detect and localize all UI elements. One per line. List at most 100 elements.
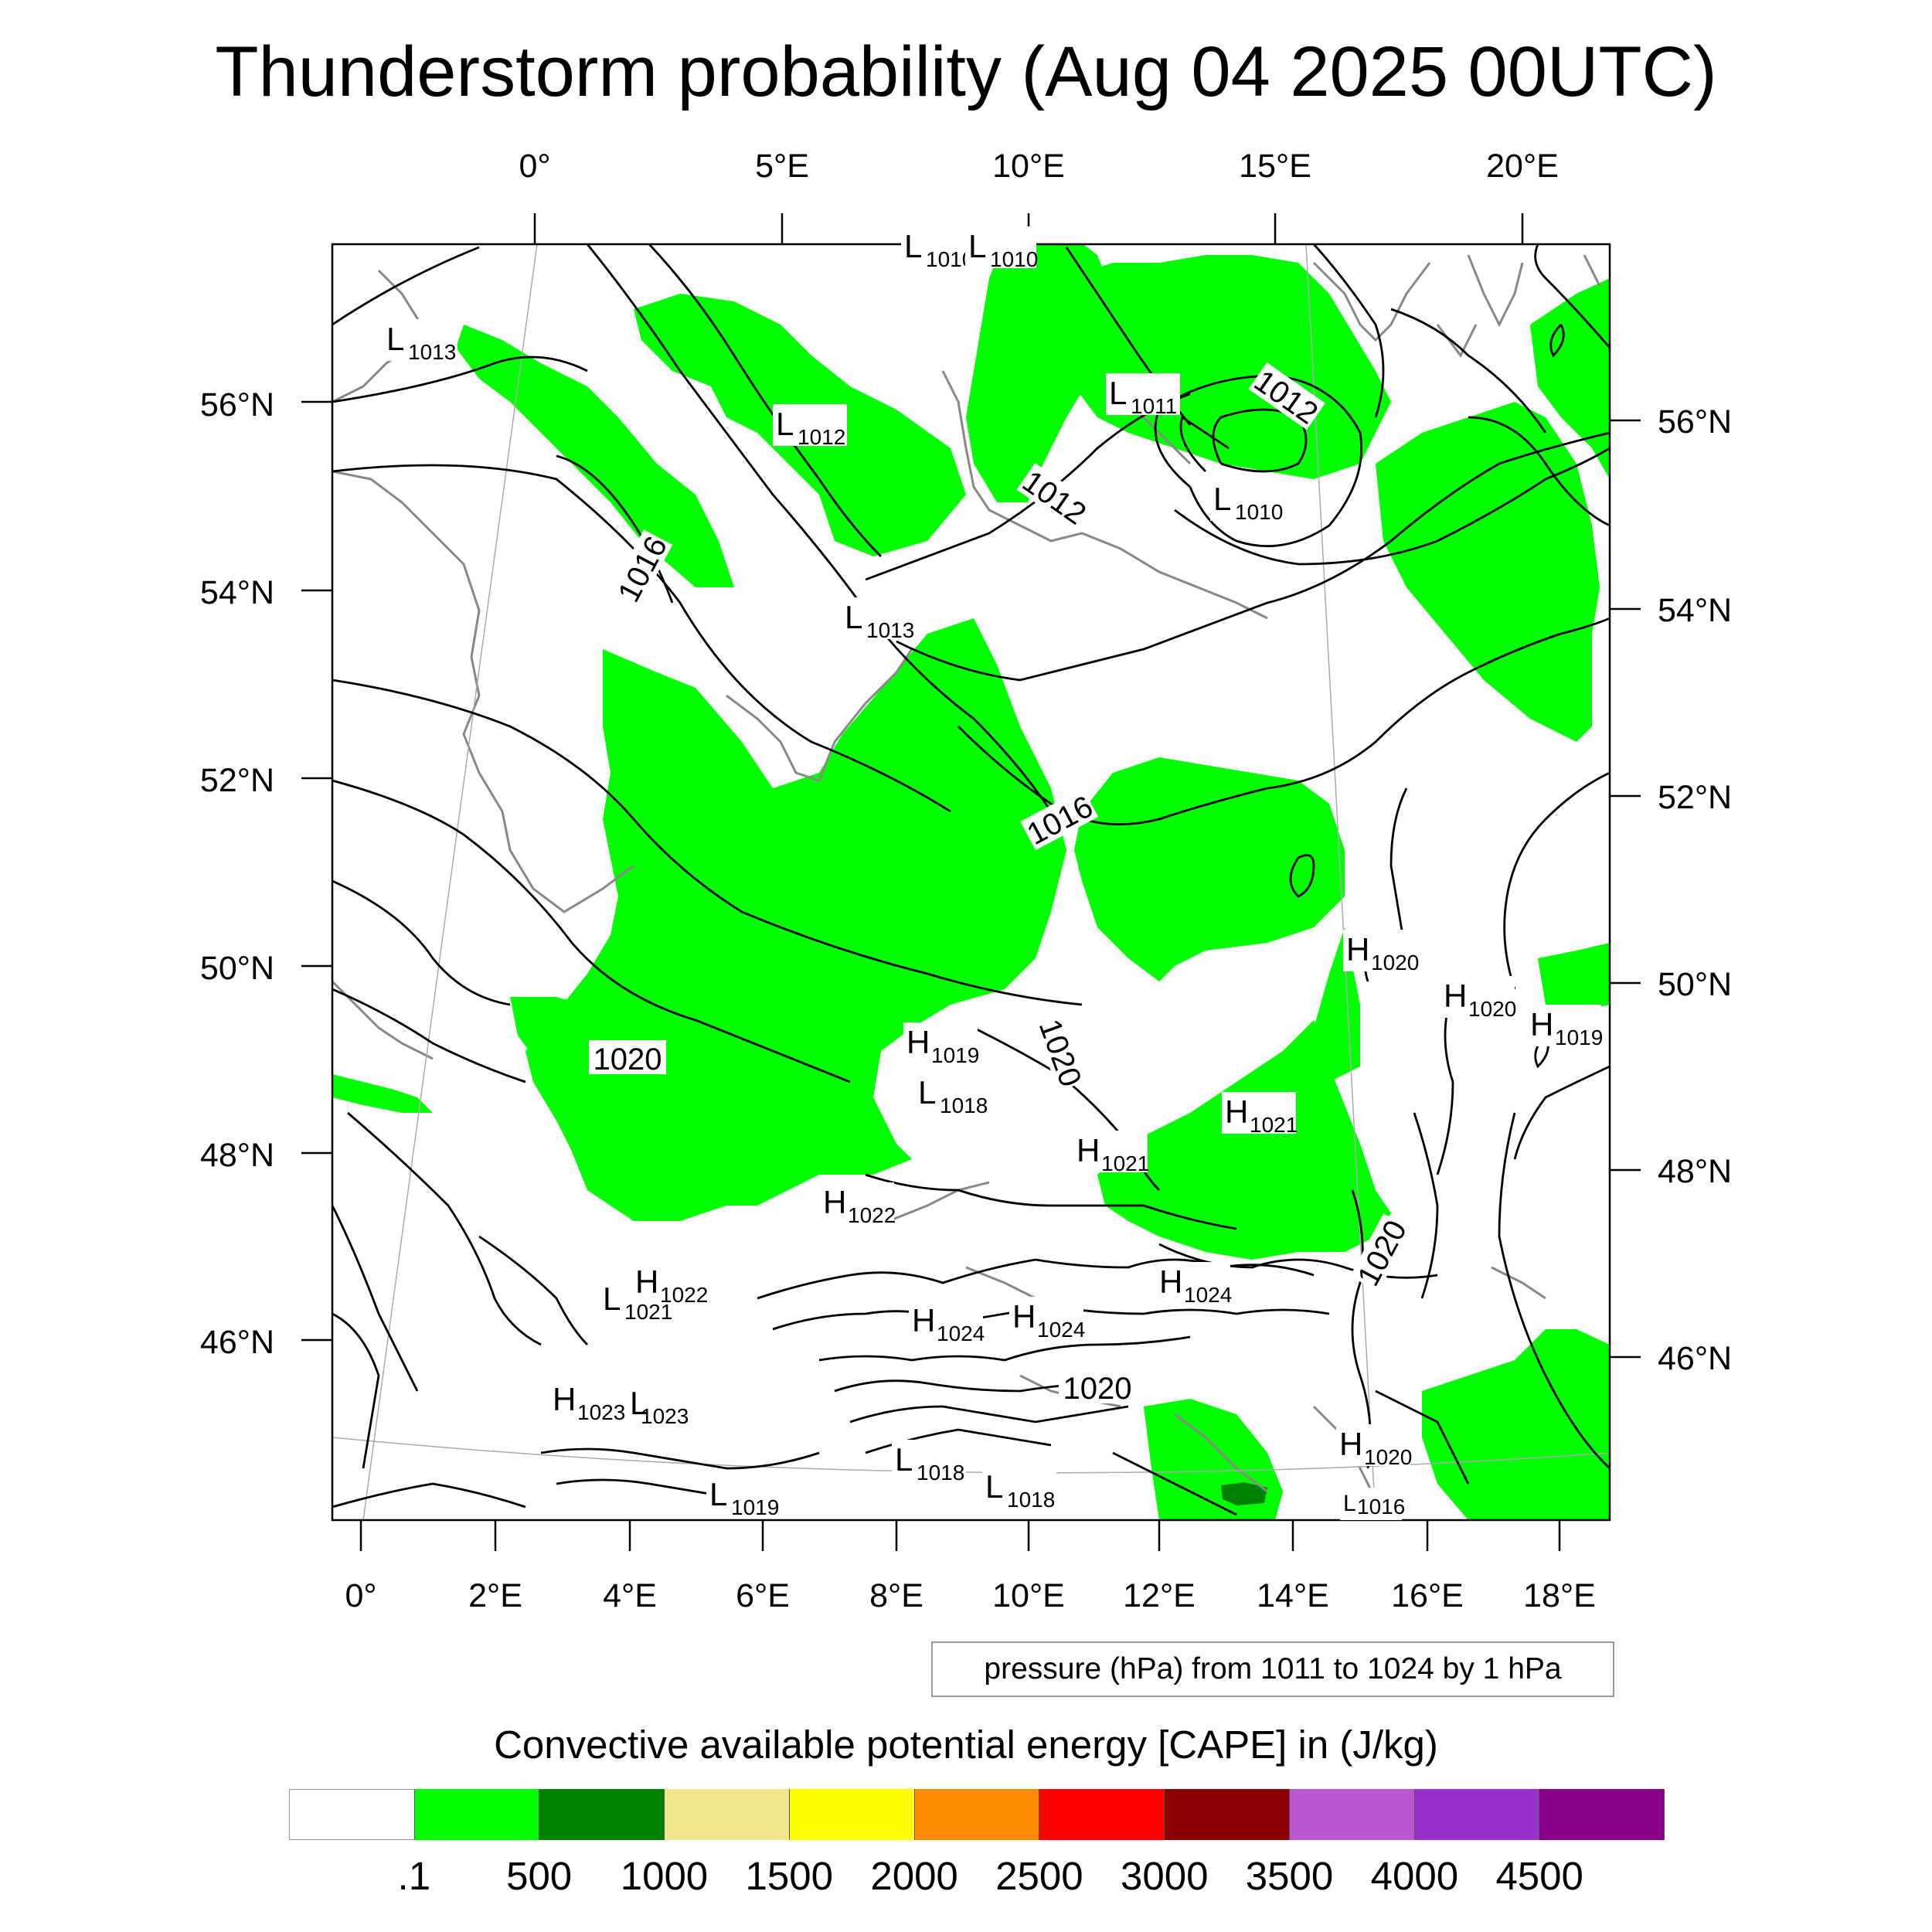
- pressure-center-value: 1018: [1007, 1488, 1055, 1512]
- bottom-lon-label: 18°E: [1523, 1577, 1596, 1614]
- colorbar-swatch: [1414, 1789, 1540, 1840]
- colorbar-swatch: [1539, 1789, 1665, 1840]
- pressure-center-value: 1020: [1371, 951, 1419, 975]
- pressure-center-value: 1023: [641, 1404, 689, 1428]
- pressure-center-type: L: [904, 228, 922, 264]
- bottom-lon-label: 4°E: [603, 1577, 657, 1614]
- pressure-center-type: L: [1109, 375, 1127, 411]
- colorbar-swatch: [539, 1789, 665, 1840]
- pressure-center-type: H: [1012, 1298, 1036, 1335]
- colorbar-tick-label: 500: [506, 1854, 573, 1898]
- isobar-label: 1020: [594, 1043, 662, 1077]
- left-lat-label: 50°N: [199, 950, 274, 987]
- cape-area-high: [1221, 1482, 1267, 1505]
- pressure-center-value: 1021: [1250, 1113, 1298, 1137]
- pressure-center-type: H: [912, 1302, 935, 1338]
- pressure-center-type: H: [1159, 1264, 1182, 1300]
- pressure-center-type: L: [386, 321, 404, 357]
- cape-area-channel: [332, 1074, 433, 1113]
- isobar-label: 1020: [1032, 1015, 1088, 1091]
- pressure-center-value: 1010: [990, 247, 1038, 271]
- colorbar-tick-label: 1000: [620, 1854, 709, 1898]
- colorbar-tick-label: 4000: [1370, 1854, 1459, 1898]
- pressure-center-value: 1016: [1357, 1495, 1405, 1519]
- bottom-lon-label: 8°E: [869, 1577, 923, 1614]
- pressure-center-type: L: [845, 599, 862, 635]
- pressure-center-value: 1018: [940, 1094, 988, 1117]
- pressure-center-type: L: [1213, 481, 1231, 517]
- pressure-center-type: H: [823, 1184, 846, 1220]
- left-lat-label: 48°N: [199, 1137, 274, 1174]
- cape-area-baltic: [1066, 255, 1391, 479]
- pressure-center-value: 1020: [1364, 1445, 1412, 1469]
- top-lon-label: 20°E: [1486, 148, 1559, 185]
- top-lon-label: 10°E: [992, 148, 1065, 185]
- colorbar-tick-label: 3000: [1120, 1854, 1209, 1898]
- colorbar-tick-label: 2000: [870, 1854, 958, 1898]
- pressure-center-type: H: [1225, 1094, 1248, 1130]
- pressure-center-type: H: [1346, 931, 1369, 968]
- pressure-center-value: 1024: [1037, 1318, 1085, 1342]
- pressure-center-value: 1021: [624, 1300, 672, 1324]
- left-lat-label: 46°N: [199, 1324, 274, 1361]
- top-lon-label: 15°E: [1239, 148, 1311, 185]
- pressure-center-value: 1022: [848, 1203, 896, 1227]
- colorbar-tick-label: 4500: [1495, 1854, 1583, 1898]
- colorbar-tick-label: .1: [397, 1854, 431, 1898]
- bottom-lon-label: 0°: [345, 1577, 377, 1614]
- isobar-label: 1020: [1063, 1372, 1132, 1406]
- left-lat-label: 54°N: [199, 574, 274, 611]
- colorbar-tick-label: 3500: [1245, 1854, 1334, 1898]
- pressure-center-value: 1024: [937, 1321, 985, 1345]
- right-lat-label: 50°N: [1658, 966, 1733, 1003]
- bottom-lon-label: 10°E: [992, 1577, 1065, 1614]
- pressure-center-value: 1019: [931, 1043, 979, 1067]
- colorbar-title: Convective available potential energy [C…: [494, 1723, 1438, 1767]
- cape-area-baltic-east: [1530, 278, 1610, 479]
- isobars: [332, 244, 1610, 1516]
- pressure-center-type: L: [630, 1385, 648, 1421]
- colorbar-swatch: [289, 1789, 415, 1840]
- pressure-center-type: L: [1343, 1491, 1356, 1516]
- left-lat-label: 56°N: [199, 386, 274, 423]
- pressure-centers: L 1013 L 1010 L 1010 L 1012 L 1011 L 101…: [383, 226, 1603, 1520]
- pressure-center-value: 1020: [1468, 997, 1516, 1021]
- cape-area-czech: [1074, 757, 1345, 981]
- pressure-center-value: 1024: [1184, 1283, 1232, 1307]
- right-ticks: [1610, 419, 1641, 1359]
- colorbar-tick-label: 2500: [995, 1854, 1083, 1898]
- pressure-center-type: H: [1077, 1132, 1100, 1168]
- pressure-center-value: 1010: [1235, 500, 1283, 524]
- right-lat-label: 52°N: [1658, 779, 1733, 816]
- bottom-ticks: [359, 1520, 1561, 1551]
- graticule: [332, 244, 1610, 1520]
- pressure-center-type: L: [918, 1074, 936, 1111]
- colorbar-swatch: [1039, 1789, 1165, 1840]
- map-title: Thunderstorm probability (Aug 04 2025 00…: [215, 32, 1717, 111]
- left-lat-label: 52°N: [199, 762, 274, 799]
- pressure-center-type: L: [709, 1476, 727, 1512]
- colorbar-swatch: [1289, 1789, 1415, 1840]
- colorbar-swatch: [414, 1789, 540, 1840]
- bottom-lon-label: 6°E: [736, 1577, 790, 1614]
- pressure-center-type: H: [906, 1024, 930, 1060]
- cape-area-poland-north: [1376, 402, 1600, 742]
- bottom-lon-label: 2°E: [468, 1577, 522, 1614]
- colorbar-swatch: [914, 1789, 1040, 1840]
- contour-info-box: pressure (hPa) from 1011 to 1024 by 1 hP…: [931, 1641, 1614, 1697]
- pressure-center-value: 1021: [1101, 1151, 1149, 1175]
- left-ticks: [301, 400, 332, 1342]
- colorbar-swatch: [789, 1789, 915, 1840]
- colorbar: [289, 1789, 1665, 1840]
- right-lat-label: 46°N: [1658, 1340, 1733, 1377]
- pressure-center-value: 1019: [1555, 1026, 1603, 1049]
- bottom-lon-label: 16°E: [1391, 1577, 1464, 1614]
- pressure-center-value: 1011: [1131, 394, 1177, 418]
- cape-area-balkans: [1422, 1329, 1610, 1520]
- pressure-center-type: H: [553, 1381, 576, 1417]
- bottom-lon-label: 12°E: [1123, 1577, 1196, 1614]
- cape-area-hungary-east: [1538, 943, 1610, 1012]
- cape-area-north-sea-west: [456, 325, 734, 587]
- pressure-center-value: 1018: [917, 1461, 964, 1485]
